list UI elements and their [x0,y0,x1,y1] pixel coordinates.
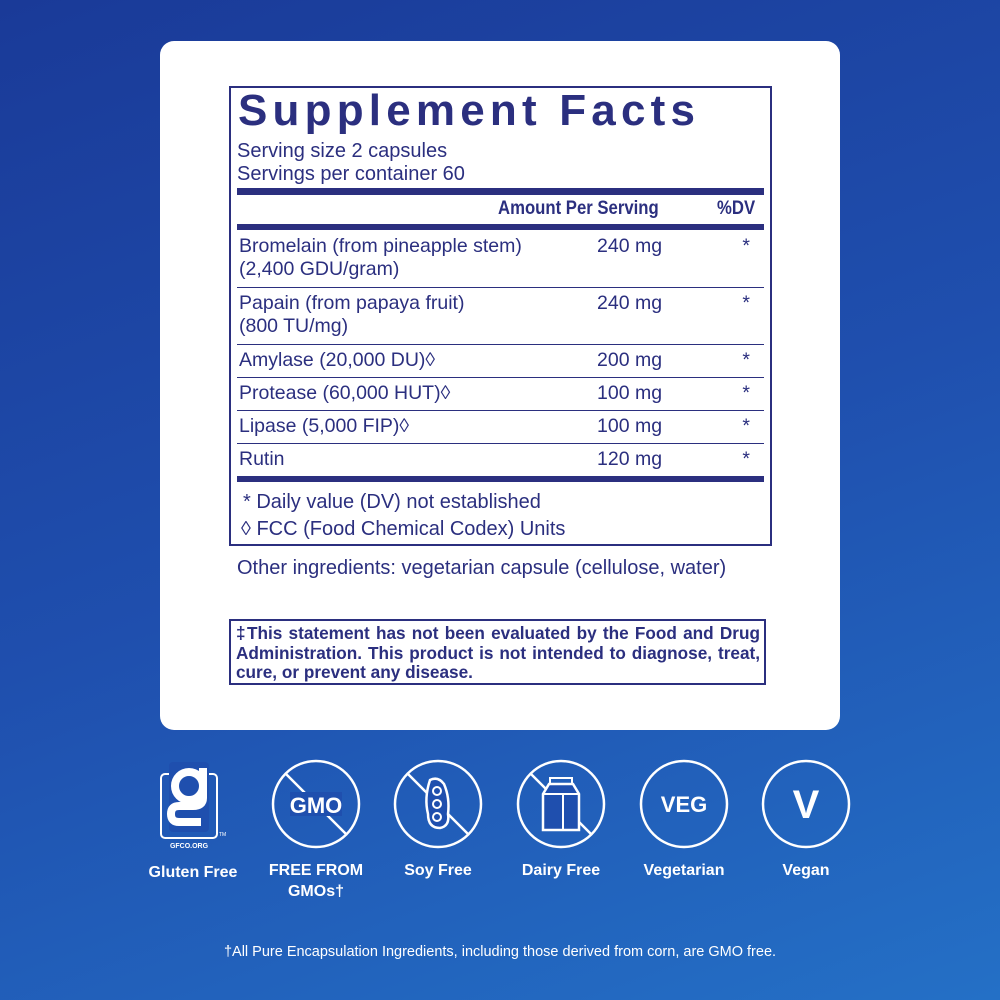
ingredient-dv: * [742,448,750,470]
ingredient-name: Papain (from papaya fruit) [239,292,465,314]
gluten-free-gfco-icon: TM GFCO.ORG [160,762,226,850]
ingredient-dv: * [742,349,750,371]
ingredient-name: Amylase (20,000 DU)◊ [239,349,436,371]
no-dairy-icon [516,759,606,849]
ingredient-dv: * [742,292,750,314]
ingredient-potency: (2,400 GDU/gram) [239,258,400,280]
footnote-dv: * Daily value (DV) not established [243,491,541,513]
badge-gluten-free: TM GFCO.ORG Gluten Free [131,758,255,883]
svg-text:TM: TM [219,832,226,838]
divider [237,188,764,195]
ingredient-dv: * [742,415,750,437]
badge-dairy-free: Dairy Free [499,758,623,881]
divider [237,476,764,482]
gmo-footnote: †All Pure Encapsulation Ingredients, inc… [223,944,777,960]
dv-header: %DV [717,198,756,219]
ingredient-dv: * [742,235,750,257]
ingredient-name: Lipase (5,000 FIP)◊ [239,415,410,437]
other-ingredients: Other ingredients: vegetarian capsule (c… [237,557,727,579]
ingredient-name: Protease (60,000 HUT)◊ [239,382,451,404]
ingredient-name: Bromelain (from pineapple stem) [239,235,522,257]
ingredient-amount: 240 mg [597,235,663,257]
badge-vegetarian: VEG Vegetarian [622,758,746,881]
svg-text:GMO: GMO [290,793,343,818]
badge-label: Gluten Free [148,864,238,881]
badge-label: Vegetarian [643,862,725,879]
ingredient-potency: (800 TU/mg) [239,315,349,337]
facts-card [160,41,840,730]
ingredient-name: Rutin [239,448,285,470]
badge-soy-free: Soy Free [376,758,500,881]
badge-vegan: V Vegan [744,758,868,881]
ingredient-dv: * [742,382,750,404]
servings-per-container: Servings per container 60 [237,163,465,185]
table-row: Bromelain (from pineapple stem) (2,400 G… [237,231,764,288]
badge-label: FREE FROM GMOs† [268,862,364,900]
facts-title: Supplement Facts [238,86,701,135]
vegan-icon: V [761,759,851,849]
badge-non-gmo: GMO FREE FROM GMOs† [254,758,378,902]
no-gmo-icon: GMO [271,759,361,849]
footnote-fcc: ◊ FCC (Food Chemical Codex) Units [241,518,566,540]
divider [237,224,764,230]
ingredient-amount: 200 mg [597,349,663,371]
ingredient-amount: 100 mg [597,382,663,404]
table-row: Protease (60,000 HUT)◊ 100 mg * [237,378,764,411]
svg-text:GFCO.ORG: GFCO.ORG [170,843,209,850]
serving-size: Serving size 2 capsules [237,140,448,162]
fda-disclaimer: ‡This statement has not been evaluated b… [229,619,766,685]
badge-label: Soy Free [404,862,472,879]
table-row: Lipase (5,000 FIP)◊ 100 mg * [237,411,764,444]
table-row: Papain (from papaya fruit) (800 TU/mg) 2… [237,288,764,345]
svg-text:VEG: VEG [661,792,707,817]
ingredient-amount: 120 mg [597,448,663,470]
svg-text:V: V [793,783,820,827]
supplement-facts-panel: Supplement Facts Serving size 2 capsules… [229,86,772,546]
ingredient-amount: 240 mg [597,292,663,314]
ingredient-amount: 100 mg [597,415,663,437]
table-row: Rutin 120 mg * [237,444,764,476]
amount-header: Amount Per Serving [498,198,659,219]
veg-icon: VEG [639,759,729,849]
badge-label: Dairy Free [521,862,601,879]
no-soy-icon [393,759,483,849]
badge-label: Vegan [782,862,830,879]
table-row: Amylase (20,000 DU)◊ 200 mg * [237,345,764,378]
